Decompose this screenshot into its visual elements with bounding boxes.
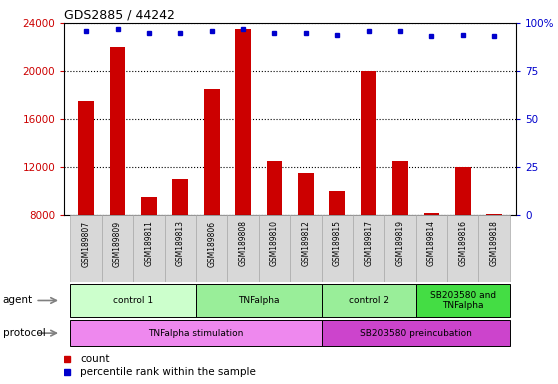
Bar — [196, 215, 228, 282]
Text: percentile rank within the sample: percentile rank within the sample — [80, 367, 256, 377]
Bar — [204, 89, 219, 215]
Bar — [141, 197, 157, 215]
Text: GSM189811: GSM189811 — [145, 220, 153, 266]
Text: GSM189819: GSM189819 — [396, 220, 405, 266]
Bar — [267, 161, 282, 215]
Bar — [298, 173, 314, 215]
Bar — [102, 215, 133, 282]
Bar — [424, 213, 439, 215]
Bar — [479, 215, 510, 282]
Text: GSM189814: GSM189814 — [427, 220, 436, 266]
Bar — [290, 215, 321, 282]
Bar — [78, 101, 94, 215]
Text: agent: agent — [3, 295, 33, 306]
Text: GSM189812: GSM189812 — [301, 220, 310, 266]
Text: TNFalpha stimulation: TNFalpha stimulation — [148, 329, 244, 338]
Text: SB203580 preincubation: SB203580 preincubation — [360, 329, 472, 338]
Bar — [321, 320, 510, 346]
Bar — [392, 161, 408, 215]
Bar — [259, 215, 290, 282]
Bar — [487, 214, 502, 215]
Bar — [172, 179, 188, 215]
Bar — [235, 29, 251, 215]
Bar — [329, 191, 345, 215]
Text: count: count — [80, 354, 110, 364]
Bar — [321, 284, 416, 317]
Text: GSM189806: GSM189806 — [207, 220, 216, 266]
Text: GSM189808: GSM189808 — [239, 220, 248, 266]
Text: protocol: protocol — [3, 328, 46, 338]
Bar — [321, 215, 353, 282]
Text: GSM189817: GSM189817 — [364, 220, 373, 266]
Text: GDS2885 / 44242: GDS2885 / 44242 — [64, 9, 175, 22]
Text: control 1: control 1 — [113, 296, 153, 305]
Bar — [416, 284, 510, 317]
Bar — [353, 215, 384, 282]
Text: TNFalpha: TNFalpha — [238, 296, 280, 305]
Bar — [70, 284, 196, 317]
Bar — [416, 215, 447, 282]
Bar — [228, 215, 259, 282]
Bar — [110, 47, 126, 215]
Text: GSM189815: GSM189815 — [333, 220, 341, 266]
Bar — [133, 215, 165, 282]
Text: GSM189809: GSM189809 — [113, 220, 122, 266]
Text: GSM189816: GSM189816 — [458, 220, 467, 266]
Bar — [196, 284, 321, 317]
Text: GSM189813: GSM189813 — [176, 220, 185, 266]
Bar — [361, 71, 377, 215]
Bar — [455, 167, 470, 215]
Text: control 2: control 2 — [349, 296, 388, 305]
Bar — [70, 320, 321, 346]
Text: SB203580 and
TNFalpha: SB203580 and TNFalpha — [430, 291, 496, 310]
Bar — [384, 215, 416, 282]
Bar — [165, 215, 196, 282]
Text: GSM189807: GSM189807 — [81, 220, 90, 266]
Text: GSM189810: GSM189810 — [270, 220, 279, 266]
Bar — [447, 215, 479, 282]
Text: GSM189818: GSM189818 — [490, 220, 499, 266]
Bar — [70, 215, 102, 282]
